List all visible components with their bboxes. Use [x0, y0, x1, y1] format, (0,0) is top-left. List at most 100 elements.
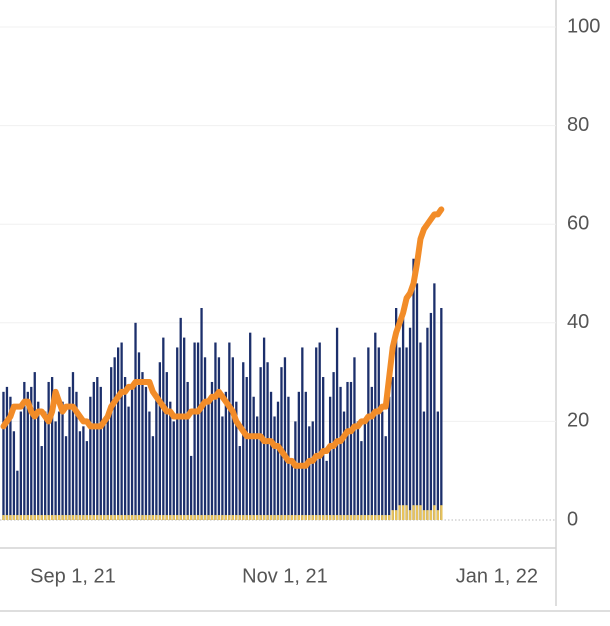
- bar: [144, 386, 148, 520]
- bar: [217, 515, 221, 520]
- bar: [64, 436, 68, 520]
- bar: [262, 337, 266, 520]
- bar: [249, 515, 252, 520]
- bar: [231, 515, 234, 520]
- bar: [141, 372, 144, 520]
- bar: [384, 436, 387, 520]
- bar: [71, 515, 75, 520]
- bar: [68, 515, 71, 520]
- bar: [30, 386, 33, 520]
- bar: [426, 510, 429, 520]
- bar: [349, 515, 353, 520]
- bar: [273, 416, 276, 520]
- bar: [318, 342, 321, 520]
- bar: [283, 357, 287, 520]
- bar: [144, 515, 148, 520]
- y-tick-label: 80: [567, 114, 589, 136]
- bar: [370, 515, 373, 520]
- bar: [353, 515, 356, 520]
- bar: [2, 515, 5, 520]
- bar: [193, 342, 196, 520]
- bar: [249, 332, 252, 520]
- bar: [228, 342, 231, 520]
- bar: [210, 381, 214, 520]
- bar: [169, 401, 172, 520]
- bar: [47, 381, 50, 520]
- bar: [367, 347, 370, 520]
- bar: [189, 515, 193, 520]
- bar: [349, 381, 353, 520]
- bar: [217, 357, 221, 520]
- bar: [85, 515, 89, 520]
- bar: [134, 515, 137, 520]
- bar: [311, 421, 314, 520]
- bar: [304, 391, 307, 520]
- bar: [183, 515, 186, 520]
- bar: [283, 515, 287, 520]
- bar: [78, 515, 82, 520]
- bar: [33, 515, 36, 520]
- bar: [398, 505, 401, 520]
- bar: [269, 515, 273, 520]
- bar: [276, 401, 280, 520]
- bar: [335, 515, 339, 520]
- bar: [123, 515, 127, 520]
- bar: [328, 515, 332, 520]
- bar: [203, 357, 207, 520]
- bar: [99, 386, 102, 520]
- bar: [19, 515, 22, 520]
- bar: [54, 421, 57, 520]
- bar: [78, 431, 82, 520]
- bar: [440, 308, 443, 520]
- bar: [130, 386, 134, 520]
- bar: [294, 421, 297, 520]
- bar: [44, 411, 47, 520]
- bar: [148, 411, 151, 520]
- bar: [127, 515, 130, 520]
- bar: [276, 515, 280, 520]
- x-tick-label: Jan 1, 22: [456, 565, 538, 587]
- bar: [12, 515, 16, 520]
- bar: [235, 401, 238, 520]
- bar: [96, 377, 99, 520]
- bar: [315, 347, 318, 520]
- bar: [245, 515, 248, 520]
- bar: [155, 396, 158, 520]
- bar: [40, 515, 43, 520]
- bar: [71, 372, 75, 520]
- bar: [252, 515, 255, 520]
- bar: [68, 386, 71, 520]
- bar: [37, 401, 40, 520]
- bar: [388, 515, 391, 520]
- bar: [290, 515, 294, 520]
- bar: [162, 337, 165, 520]
- bar: [16, 470, 19, 520]
- bar: [433, 283, 436, 520]
- bar: [412, 505, 415, 520]
- bar: [360, 515, 363, 520]
- bar: [391, 510, 394, 520]
- bar: [89, 515, 92, 520]
- bar: [9, 515, 12, 520]
- bar: [224, 391, 228, 520]
- bar: [308, 515, 311, 520]
- bar: [113, 357, 116, 520]
- bar: [395, 308, 398, 520]
- bar: [106, 416, 109, 520]
- bar: [137, 352, 141, 520]
- bar: [231, 357, 234, 520]
- bar: [40, 446, 43, 520]
- bar: [61, 401, 64, 520]
- bar: [339, 386, 342, 520]
- bar: [103, 515, 106, 520]
- bar: [151, 515, 155, 520]
- bar: [398, 347, 401, 520]
- bar: [162, 515, 165, 520]
- bar: [26, 515, 29, 520]
- bar: [158, 362, 161, 520]
- bar: [179, 515, 182, 520]
- bar: [433, 505, 436, 520]
- bar: [165, 372, 168, 520]
- bar: [388, 396, 391, 520]
- bar: [422, 510, 426, 520]
